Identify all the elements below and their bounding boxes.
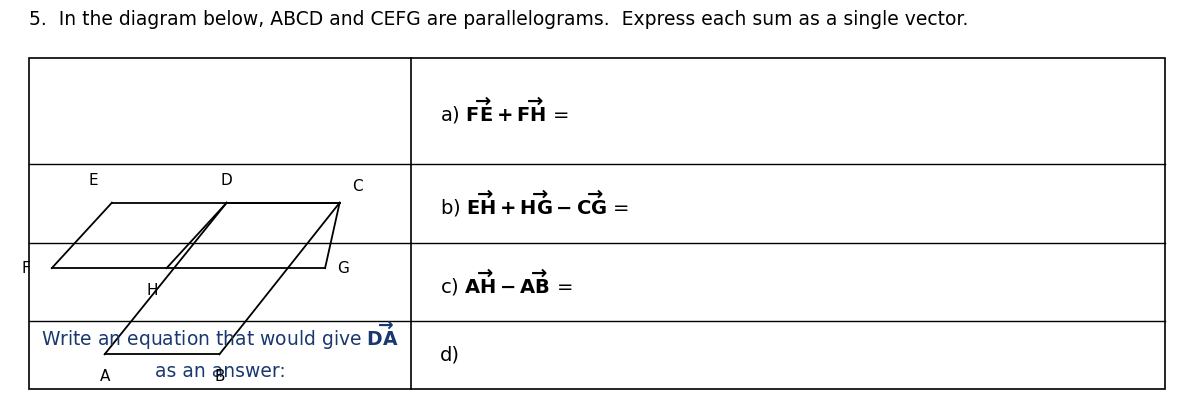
- Text: F: F: [22, 261, 31, 276]
- Text: B: B: [214, 369, 224, 384]
- Text: D: D: [221, 173, 233, 188]
- Text: Write an equation that would give $\mathbf{\overrightarrow{DA}}$: Write an equation that would give $\math…: [41, 320, 400, 352]
- Text: d): d): [440, 346, 460, 365]
- Text: A: A: [100, 369, 109, 384]
- Bar: [29, 58, 1165, 389]
- Text: as an answer:: as an answer:: [155, 361, 286, 381]
- Text: a) $\mathbf{\overrightarrow{FE} + \overrightarrow{FH}}$ =: a) $\mathbf{\overrightarrow{FE} + \overr…: [440, 95, 569, 126]
- Text: E: E: [89, 173, 98, 188]
- Text: H: H: [146, 283, 157, 298]
- Text: 5.  In the diagram below, ABCD and CEFG are parallelograms.  Express each sum as: 5. In the diagram below, ABCD and CEFG a…: [29, 10, 968, 29]
- Text: G: G: [337, 261, 349, 276]
- Text: C: C: [353, 179, 364, 194]
- Text: b) $\mathbf{\overrightarrow{EH} + \overrightarrow{HG} - \overrightarrow{CG}}$ =: b) $\mathbf{\overrightarrow{EH} + \overr…: [440, 188, 629, 219]
- Text: c) $\mathbf{\overrightarrow{AH} - \overrightarrow{AB}}$ =: c) $\mathbf{\overrightarrow{AH} - \overr…: [440, 267, 572, 298]
